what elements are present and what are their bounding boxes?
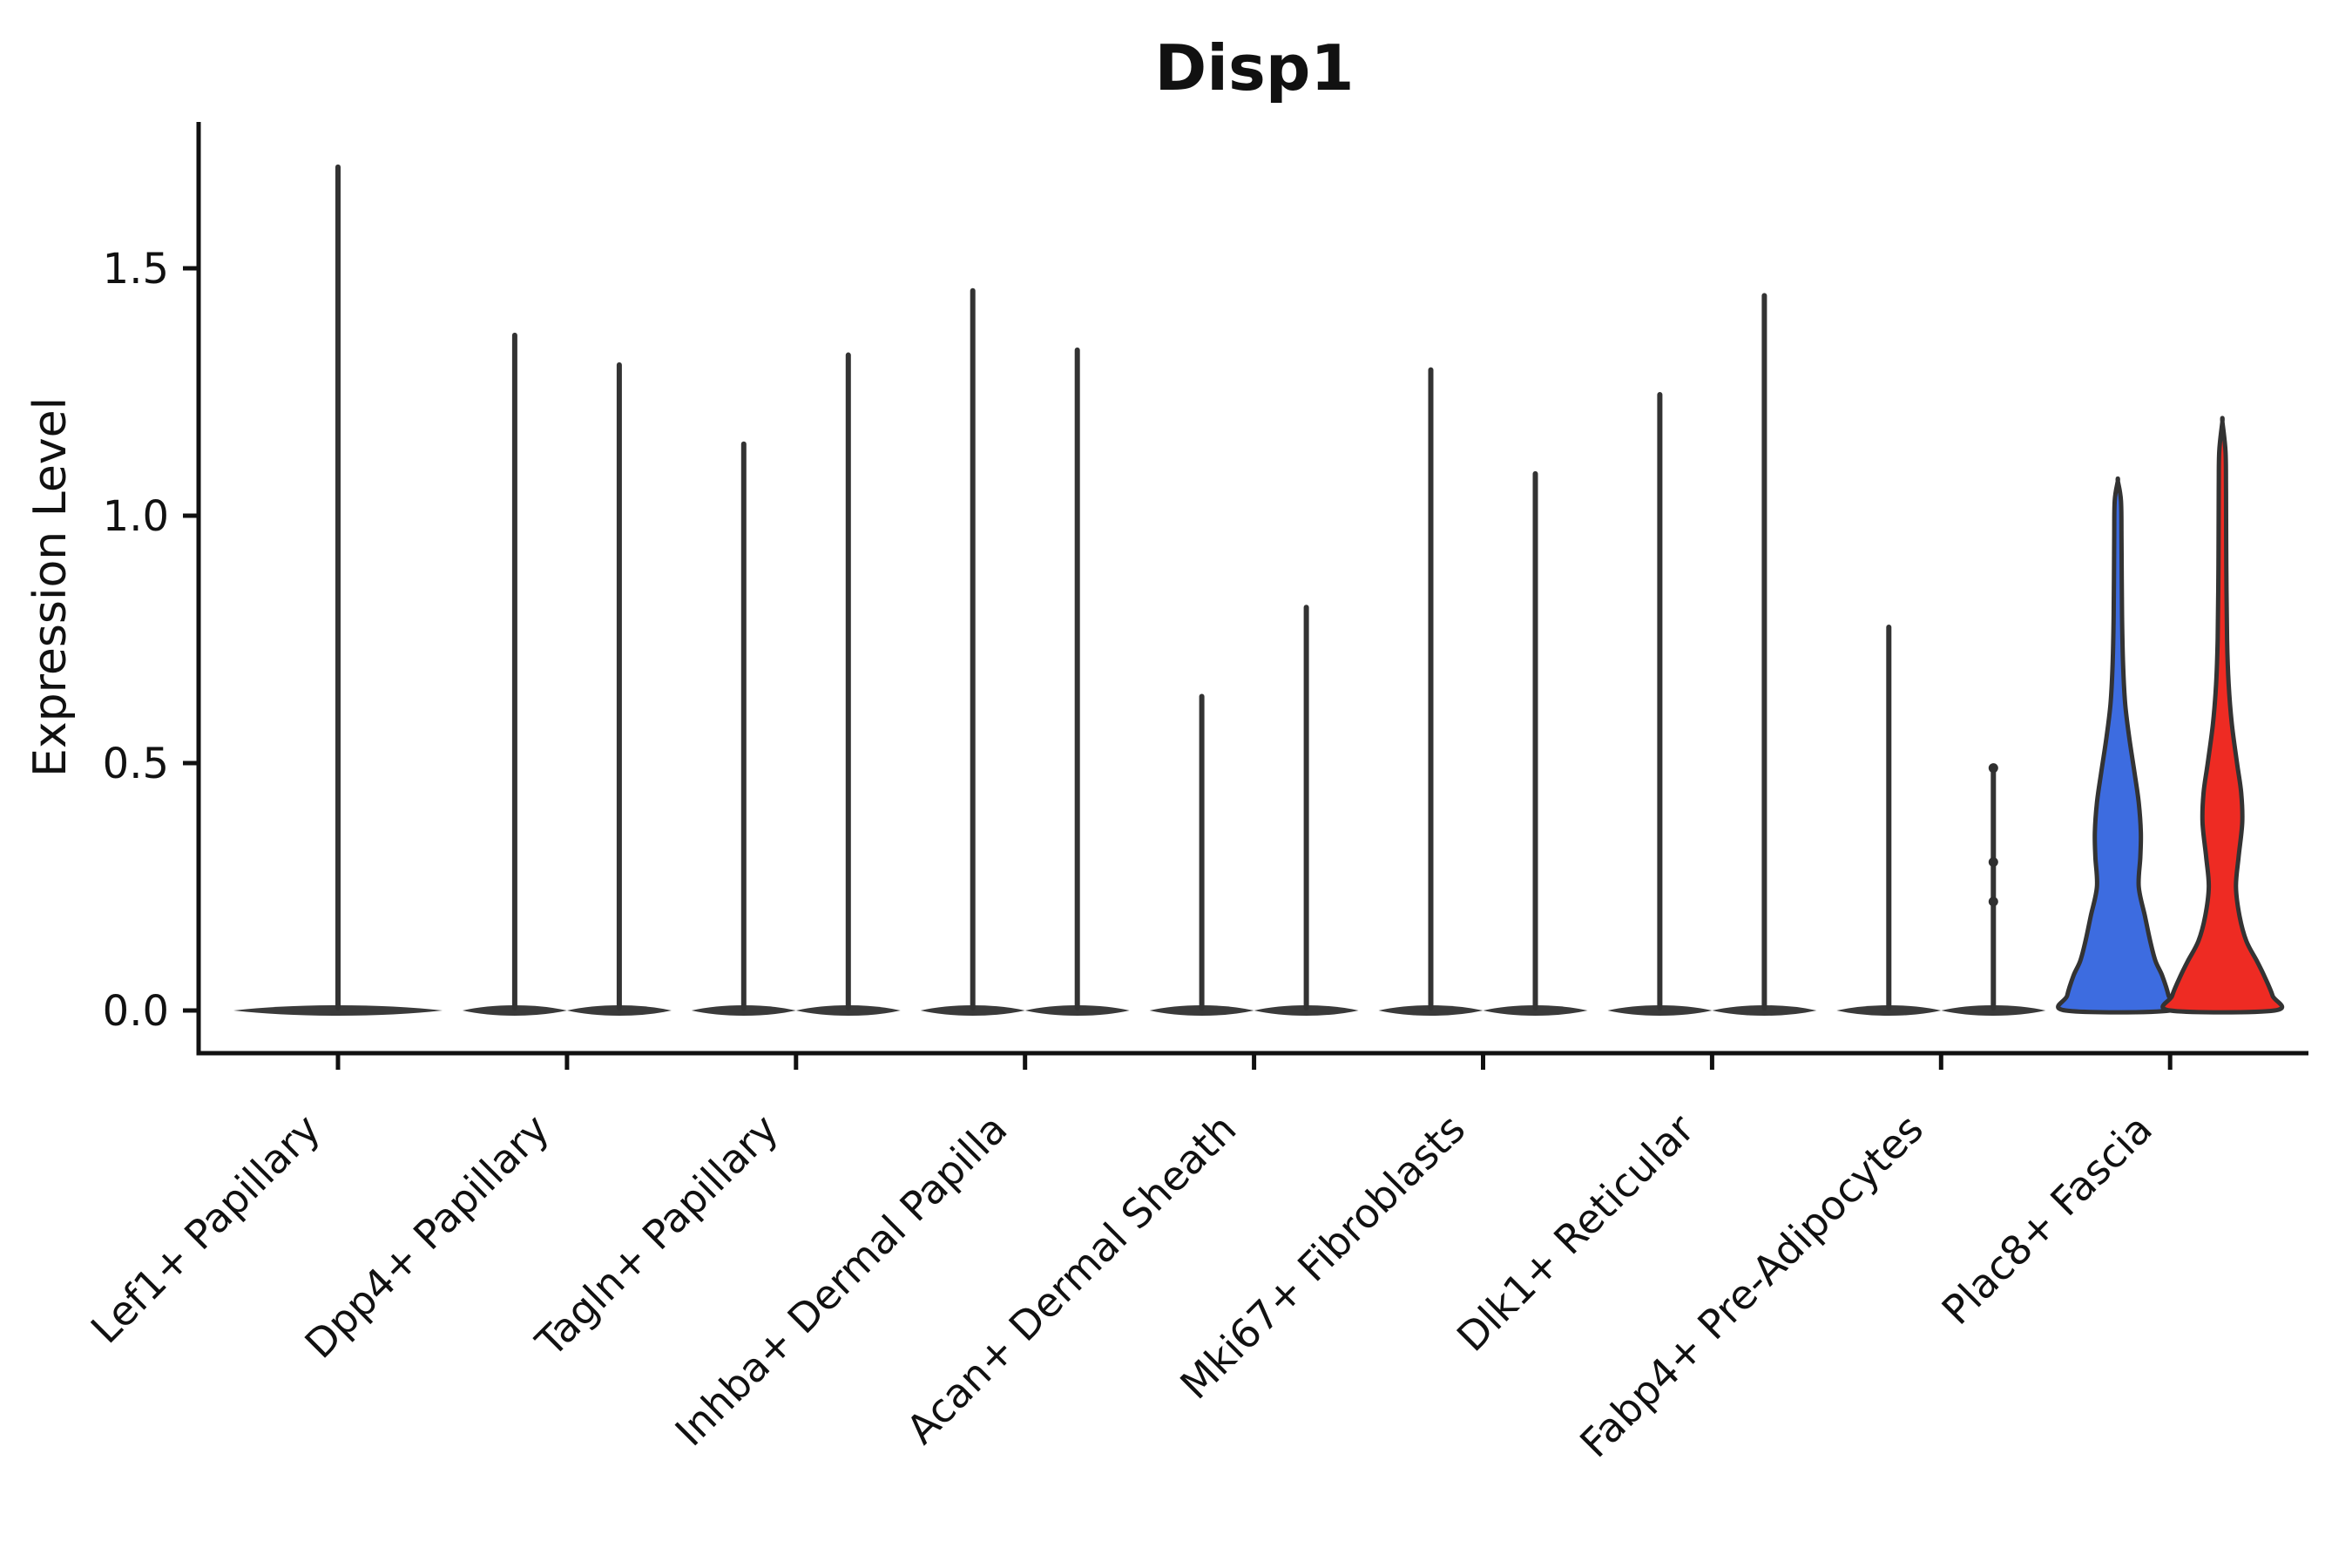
collapsed-violin-base [1712,1005,1817,1016]
filled-violin [2160,416,2285,1015]
y-axis-title: Expression Level [24,397,77,777]
x-category-label: Dlk1+ Reticular [1448,1105,1703,1361]
filled-violin [2056,476,2180,1015]
jitter-dot [1988,857,1998,868]
x-category-label: Tagln+ Papillary [526,1105,787,1367]
y-tick-label: 1.0 [103,492,169,541]
x-category-label: Plac8+ Fascia [1933,1105,2161,1334]
violins [233,164,2285,1016]
x-category-label: Lef1+ Papillary [82,1105,329,1353]
chart-title: Disp1 [1155,31,1355,105]
jitter-dot [1988,896,1998,907]
jitter-dot [1988,763,1998,774]
collapsed-violin-base [795,1005,901,1016]
x-category-label: Dpp4+ Papillary [295,1105,558,1368]
y-tick-label: 0.0 [103,987,169,1036]
y-tick-label: 1.5 [103,245,169,294]
axes [183,122,2308,1070]
y-tick-label: 0.5 [103,740,169,788]
